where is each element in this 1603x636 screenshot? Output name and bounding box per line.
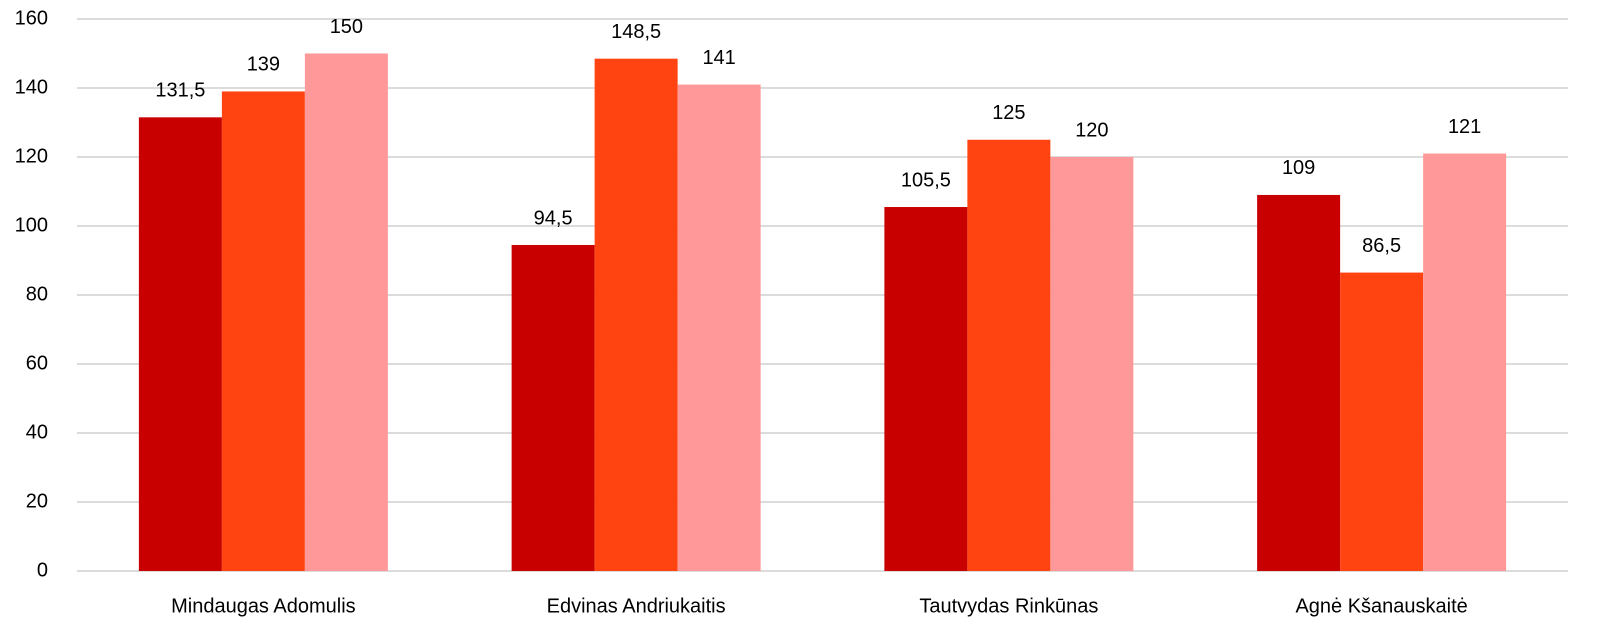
value-label: 150 (330, 16, 363, 38)
bar (304, 53, 388, 571)
x-tick-label: Tautvydas Rinkūnas (919, 595, 1098, 617)
value-label: 120 (1075, 119, 1108, 141)
value-label: 121 (1448, 116, 1481, 138)
x-tick-label: Agnė Kšanauskaitė (1295, 595, 1467, 617)
value-label: 86,5 (1362, 235, 1401, 257)
bar (1340, 272, 1424, 571)
bar (511, 244, 595, 571)
value-label: 94,5 (534, 207, 573, 229)
y-tick-label: 40 (26, 421, 48, 443)
bar (1050, 157, 1134, 571)
bar (884, 207, 968, 571)
bar (221, 91, 305, 571)
y-tick-label: 120 (15, 145, 48, 167)
y-tick-label: 140 (15, 76, 48, 98)
x-tick-label: Edvinas Andriukaitis (547, 595, 726, 617)
bar (967, 139, 1051, 571)
x-tick-label: Mindaugas Adomulis (171, 595, 356, 617)
y-tick-label: 100 (15, 214, 48, 236)
y-tick-label: 60 (26, 352, 48, 374)
value-label: 148,5 (611, 21, 661, 43)
bar (138, 117, 222, 571)
value-label: 105,5 (901, 169, 951, 191)
value-label: 109 (1282, 157, 1315, 179)
bar (1257, 194, 1341, 571)
value-label: 139 (247, 54, 280, 76)
y-tick-label: 0 (37, 559, 48, 581)
y-tick-label: 160 (15, 7, 48, 29)
value-label: 125 (992, 102, 1025, 124)
bar (594, 58, 678, 572)
value-label: 141 (702, 47, 735, 69)
y-tick-label: 20 (26, 490, 48, 512)
bar (677, 84, 761, 572)
bar (1423, 153, 1507, 572)
value-label: 131,5 (155, 80, 205, 102)
y-tick-label: 80 (26, 283, 48, 305)
